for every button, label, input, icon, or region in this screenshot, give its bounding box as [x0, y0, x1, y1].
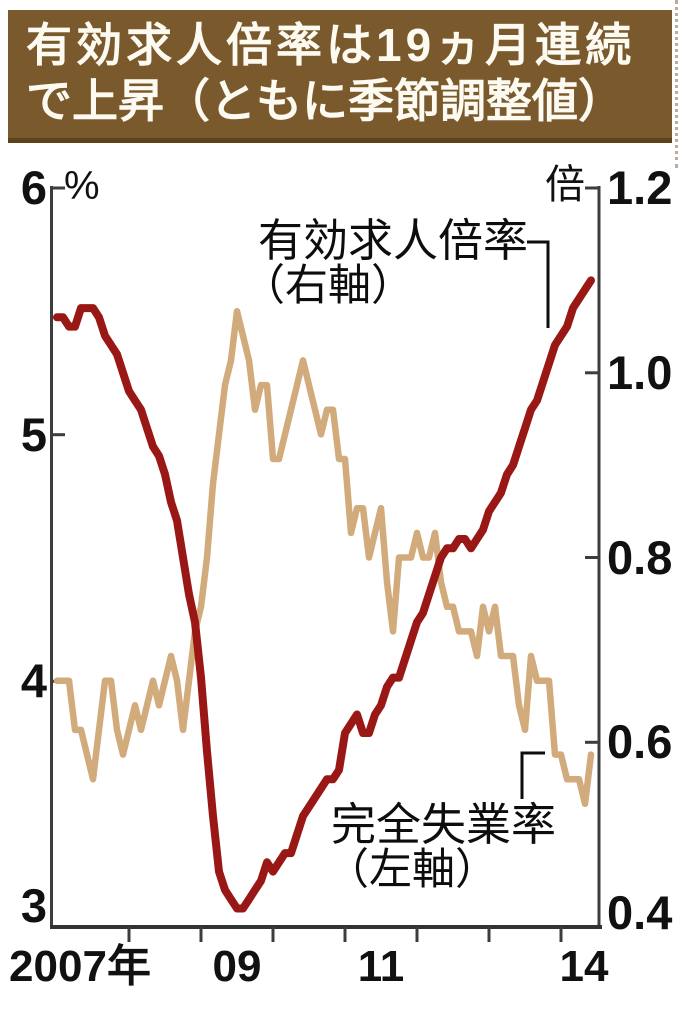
axis-ticks [51, 186, 599, 942]
series-unemployment-line [53, 307, 595, 808]
right-axis-tick-label: 1.0 [607, 345, 673, 399]
left-axis-tick-label: 6 [20, 161, 47, 214]
right-axis-tick-label: 1.2 [607, 161, 673, 214]
column-rule [675, 0, 678, 168]
ratio-series-annotation: 有効求人倍率 （右軸） [242, 215, 529, 310]
unemployment-series-annotation: 完全失業率 （左軸） [326, 799, 557, 894]
unemployment-annotation-label: 完全失業率 [331, 799, 557, 850]
left-axis-tick-label: 5 [20, 407, 47, 461]
right-axis-tick-label: 0.8 [607, 530, 673, 584]
right-axis-tick-label: 0.6 [607, 715, 673, 769]
left-axis-tick-label: 3 [20, 879, 47, 932]
x-axis-tick-label: 2007年 [9, 942, 151, 991]
series-ratio-line [53, 276, 595, 913]
left-axis-unit: % [64, 164, 100, 208]
left-axis-tick-label: 4 [20, 654, 47, 708]
unemployment-annotation-sub: （左軸） [326, 846, 498, 894]
callout-unemployment-connector [520, 751, 545, 799]
x-axis-tick-label: 09 [212, 942, 262, 991]
ratio-annotation-sub: （右軸） [242, 262, 414, 310]
x-axis-tick-label: 11 [357, 942, 405, 991]
right-axis-tick-label: 0.4 [607, 886, 673, 939]
callout-ratio-connector [527, 240, 550, 328]
headline-line1: 有効求人倍率は19ヵ月連続 [26, 19, 636, 71]
headline-banner: 有効求人倍率は19ヵ月連続 で上昇（ともに季節調整値） [8, 10, 672, 143]
ratio-annotation-label: 有効求人倍率 [258, 215, 529, 266]
x-axis-tick-label: 14 [559, 942, 609, 991]
right-axis-unit: 倍 [545, 163, 585, 207]
headline-line2: で上昇（ともに季節調整値） [26, 75, 624, 127]
